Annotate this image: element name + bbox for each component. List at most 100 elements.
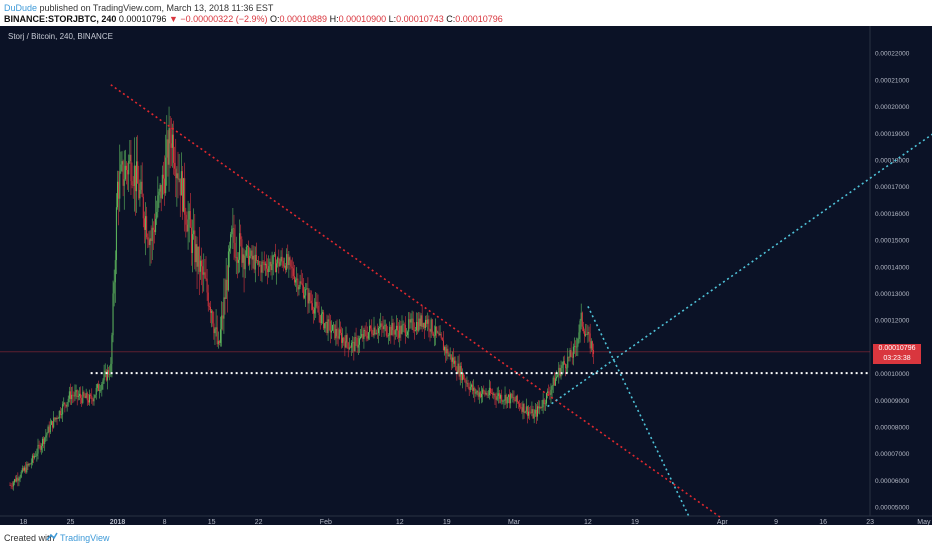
candle-body — [291, 266, 293, 269]
candle-body — [577, 338, 579, 347]
price-tick-label: 0.00021000 — [875, 77, 910, 84]
candle-body — [169, 128, 171, 144]
candle-body — [544, 403, 546, 405]
candle-body — [431, 319, 433, 334]
candle-body — [394, 330, 396, 335]
candle-body — [584, 331, 586, 336]
candle-body — [310, 300, 312, 304]
candle-body — [423, 322, 425, 329]
candle-body — [39, 444, 41, 450]
candle-body — [150, 238, 152, 242]
candle-body — [121, 161, 123, 165]
candle-body — [101, 384, 103, 390]
candle-body — [184, 178, 186, 215]
candle-body — [307, 288, 309, 304]
low-label: L: — [388, 14, 397, 24]
candle-body — [115, 207, 117, 261]
price-axis — [870, 26, 932, 525]
candle-body — [467, 382, 469, 388]
candle-body — [404, 324, 406, 336]
candle-body — [333, 324, 335, 326]
price-tick-label: 0.00020000 — [875, 104, 910, 111]
candle-body — [141, 181, 143, 197]
candle-body — [218, 341, 220, 343]
candle-body — [481, 393, 483, 398]
candle-body — [521, 407, 523, 412]
candle-body — [273, 254, 275, 256]
candle-body — [35, 456, 37, 457]
candle-body — [54, 417, 56, 420]
candle-body — [261, 261, 263, 273]
candle-body — [496, 396, 498, 400]
candle-body — [233, 228, 235, 243]
price-chart[interactable]: 0.00022000 0.00021000 0.00020000 0.00019000… — [0, 26, 932, 525]
candle-body — [18, 478, 20, 481]
candle-body — [223, 297, 225, 319]
candle-body — [566, 367, 568, 369]
candle-body — [344, 341, 346, 348]
candle-body — [532, 409, 534, 419]
candle-body — [321, 312, 323, 314]
candle-body — [244, 255, 246, 270]
candle-body — [37, 444, 39, 454]
candle-body — [427, 319, 429, 324]
candle-body — [214, 328, 216, 334]
candle-body — [326, 321, 328, 334]
candle-body — [454, 360, 456, 364]
candle-body — [446, 348, 448, 354]
candle-body — [552, 377, 554, 386]
candle-body — [520, 406, 522, 408]
chart-area[interactable]: 0.00022000 0.00021000 0.00020000 0.00019000… — [0, 26, 932, 525]
candle-body — [545, 392, 547, 404]
candle-body — [269, 261, 271, 267]
candle-body — [440, 334, 442, 338]
candle-body — [128, 160, 130, 175]
candle-body — [438, 332, 440, 336]
candle-body — [512, 397, 514, 398]
candle-body — [355, 337, 357, 339]
tradingview-brand[interactable]: TradingView — [60, 533, 110, 543]
candle-body — [24, 467, 26, 471]
candle-body — [494, 394, 496, 398]
candle-body — [89, 394, 91, 403]
candle-body — [120, 164, 122, 172]
candle-body — [573, 346, 575, 348]
candle-body — [55, 417, 57, 420]
candle-body — [575, 346, 577, 348]
candle-body — [502, 401, 504, 402]
high-value: 0.00010900 — [338, 14, 387, 24]
candle-body — [580, 312, 582, 321]
candle-body — [202, 266, 204, 275]
chart-header: DuDude published on TradingView.com, Mar… — [0, 0, 932, 26]
candle-body — [485, 393, 487, 395]
time-tick-label: 12 — [584, 519, 592, 525]
candle-body — [541, 407, 543, 408]
candle-body — [309, 292, 311, 301]
candle-body — [582, 326, 584, 332]
candle-body — [31, 455, 33, 463]
candle-body — [111, 335, 113, 364]
candle-body — [458, 363, 460, 377]
candle-body — [178, 178, 180, 180]
candle-body — [572, 346, 574, 358]
cyan-trend-line — [587, 306, 690, 517]
candle-body — [559, 367, 561, 377]
candle-body — [257, 260, 259, 262]
candle-body — [409, 319, 411, 323]
candle-body — [71, 394, 73, 400]
candle-body — [571, 356, 573, 358]
candle-body — [445, 347, 447, 354]
candle-body — [133, 165, 135, 186]
candle-body — [67, 398, 69, 403]
author-link[interactable]: DuDude — [4, 3, 38, 13]
candle-body — [12, 482, 14, 487]
candle-body — [547, 391, 549, 393]
candle-body — [165, 157, 167, 194]
candle-body — [224, 297, 226, 299]
candle-body — [113, 282, 115, 294]
candle-body — [125, 165, 127, 170]
candle-body — [127, 169, 129, 175]
candle-body — [139, 189, 141, 199]
candle-body — [176, 173, 178, 179]
created-with-text: Created with — [4, 533, 55, 543]
